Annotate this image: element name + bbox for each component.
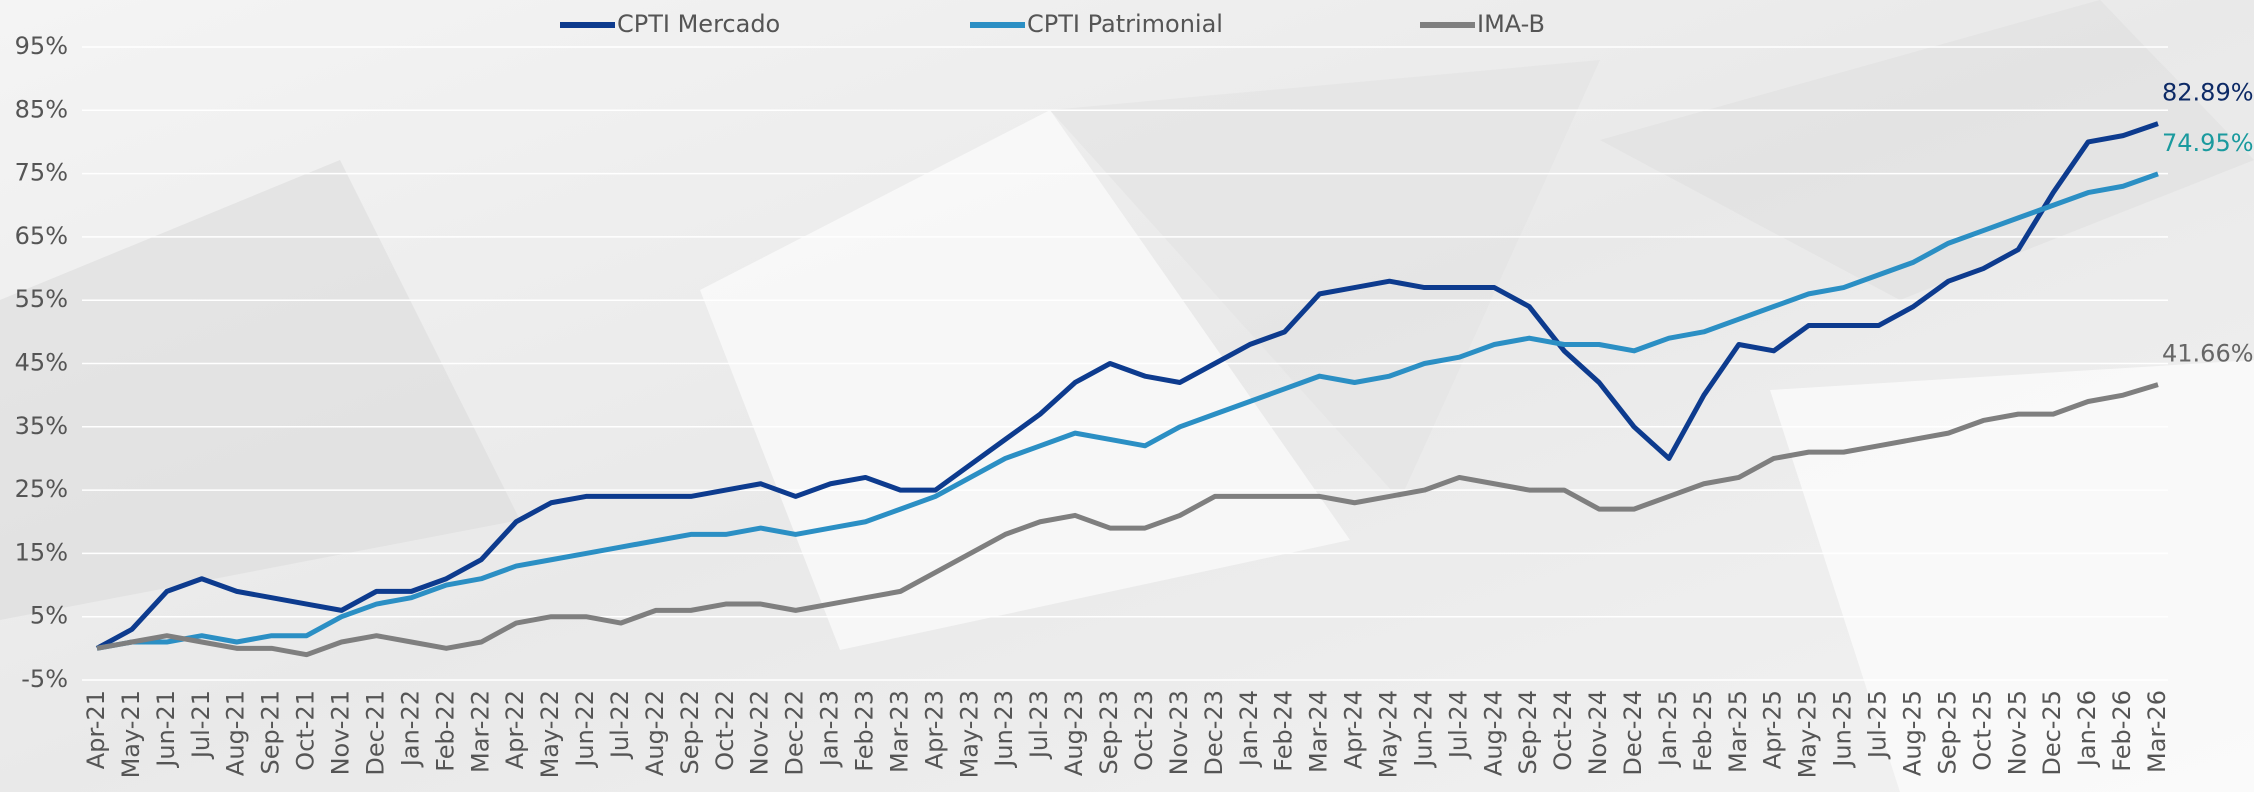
x-tick-label: Nov-24: [1584, 690, 1612, 775]
x-tick-label: Jul-23: [1025, 690, 1053, 760]
x-tick-label: Mar-23: [885, 690, 913, 773]
y-tick-label: 55%: [15, 285, 68, 313]
y-tick-label: 15%: [15, 538, 68, 566]
x-tick-label: Feb-25: [1689, 690, 1717, 772]
y-tick-label: 25%: [15, 475, 68, 503]
y-tick-label: 85%: [15, 95, 68, 123]
x-tick-label: Apr-22: [501, 690, 529, 769]
y-tick-label: 45%: [15, 349, 68, 377]
x-tick-label: Aug-25: [1898, 690, 1926, 776]
data-label: 41.66%: [2162, 340, 2254, 368]
y-tick-label: 65%: [15, 222, 68, 250]
x-tick-label: Dec-21: [361, 690, 389, 776]
x-tick-label: Jan-22: [396, 690, 424, 768]
x-tick-label: Jan-24: [1235, 690, 1263, 768]
x-tick-label: May-22: [536, 690, 564, 778]
x-tick-label: Feb-22: [431, 690, 459, 772]
x-tick-label: Sep-25: [1933, 690, 1961, 774]
x-tick-label: Jul-22: [606, 690, 634, 760]
lines: [95, 121, 2159, 658]
y-tick-label: 5%: [30, 602, 68, 630]
x-tick-label: Aug-22: [641, 690, 669, 776]
x-tick-label: Sep-24: [1514, 690, 1542, 774]
decor: [1770, 360, 2254, 792]
x-tick-label: Mar-26: [2143, 690, 2171, 773]
x-tick-label: Dec-23: [1200, 690, 1228, 776]
data-label: 74.95%: [2162, 129, 2254, 157]
x-tick-label: Jul-21: [187, 690, 215, 760]
x-tick-label: Jun-24: [1409, 690, 1437, 769]
x-tick-label: Jan-25: [1654, 690, 1682, 768]
x-tick-label: Oct-21: [292, 690, 320, 771]
y-tick-label: 75%: [15, 159, 68, 187]
x-tick-label: Mar-25: [1724, 690, 1752, 773]
x-tick-label: Nov-23: [1165, 690, 1193, 775]
series-line: [95, 121, 2159, 651]
labels: -5%5%15%25%35%45%55%65%75%85%95%Apr-21 Ma…: [15, 10, 2254, 778]
x-tick-label: Apr-24: [1340, 690, 1368, 769]
y-tick-label: 95%: [15, 32, 68, 60]
x-tick-label: Mar-24: [1305, 690, 1333, 773]
x-tick-label: Apr-21: [82, 690, 110, 769]
series-line: [96, 382, 2159, 658]
x-tick-label: Oct-22: [711, 690, 739, 771]
x-tick-label: May-25: [1794, 690, 1822, 778]
x-tick-label: Dec-25: [2038, 690, 2066, 776]
x-tick-label: Nov-21: [327, 690, 355, 775]
y-tick-label: -5%: [21, 665, 68, 693]
x-tick-label: Aug-23: [1060, 690, 1088, 776]
data-label: 82.89%: [2162, 79, 2254, 107]
x-tick-label: Jun-25: [1829, 690, 1857, 769]
x-tick-label: Sep-23: [1095, 690, 1123, 774]
x-tick-label: Oct-23: [1130, 690, 1158, 771]
x-tick-label: Jul-25: [1864, 690, 1892, 760]
x-tick-label: May-21: [117, 690, 145, 778]
x-tick-label: Mar-22: [466, 690, 494, 773]
x-tick-label: Sep-22: [676, 690, 704, 774]
y-tick-label: 35%: [15, 412, 68, 440]
x-tick-label: May-23: [955, 690, 983, 778]
x-tick-label: Feb-26: [2108, 690, 2136, 772]
x-tick-label: Jan-23: [816, 690, 844, 768]
x-tick-label: Jun-22: [571, 690, 599, 769]
series-line: [96, 171, 2159, 651]
legend-label: IMA-B: [1477, 10, 1545, 38]
x-tick-label: Oct-24: [1549, 690, 1577, 771]
x-tick-label: Jan-26: [2073, 690, 2101, 768]
x-tick-label: Dec-22: [781, 690, 809, 776]
x-tick-label: Jul-24: [1444, 690, 1472, 760]
x-tick-label: Jun-23: [990, 690, 1018, 769]
x-tick-label: Nov-22: [746, 690, 774, 775]
x-tick-label: May-24: [1374, 690, 1402, 778]
decor: [0, 160, 520, 620]
x-tick-label: Oct-25: [1968, 690, 1996, 771]
x-tick-label: Feb-23: [851, 690, 879, 772]
decor: [700, 110, 1350, 650]
x-tick-label: Apr-25: [1759, 690, 1787, 769]
x-tick-label: Jun-21: [152, 690, 180, 769]
legend-label: CPTI Patrimonial: [1027, 10, 1223, 38]
grid: [82, 46, 2168, 681]
x-tick-label: Nov-25: [2003, 690, 2031, 775]
x-tick-label: Aug-24: [1479, 690, 1507, 776]
x-tick-label: Apr-23: [920, 690, 948, 769]
decor: [1600, 0, 2254, 300]
x-tick-label: Aug-21: [222, 690, 250, 776]
decor: [1050, 60, 1600, 500]
legend-label: CPTI Mercado: [617, 10, 780, 38]
x-tick-label: Dec-24: [1619, 690, 1647, 776]
x-tick-label: Feb-24: [1270, 690, 1298, 772]
x-tick-label: Sep-21: [257, 690, 285, 774]
